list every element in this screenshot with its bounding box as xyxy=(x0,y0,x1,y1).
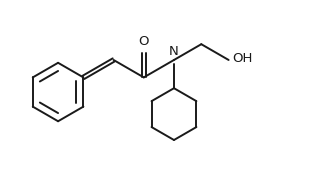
Text: O: O xyxy=(139,35,149,48)
Text: OH: OH xyxy=(232,52,253,65)
Text: N: N xyxy=(169,45,179,58)
